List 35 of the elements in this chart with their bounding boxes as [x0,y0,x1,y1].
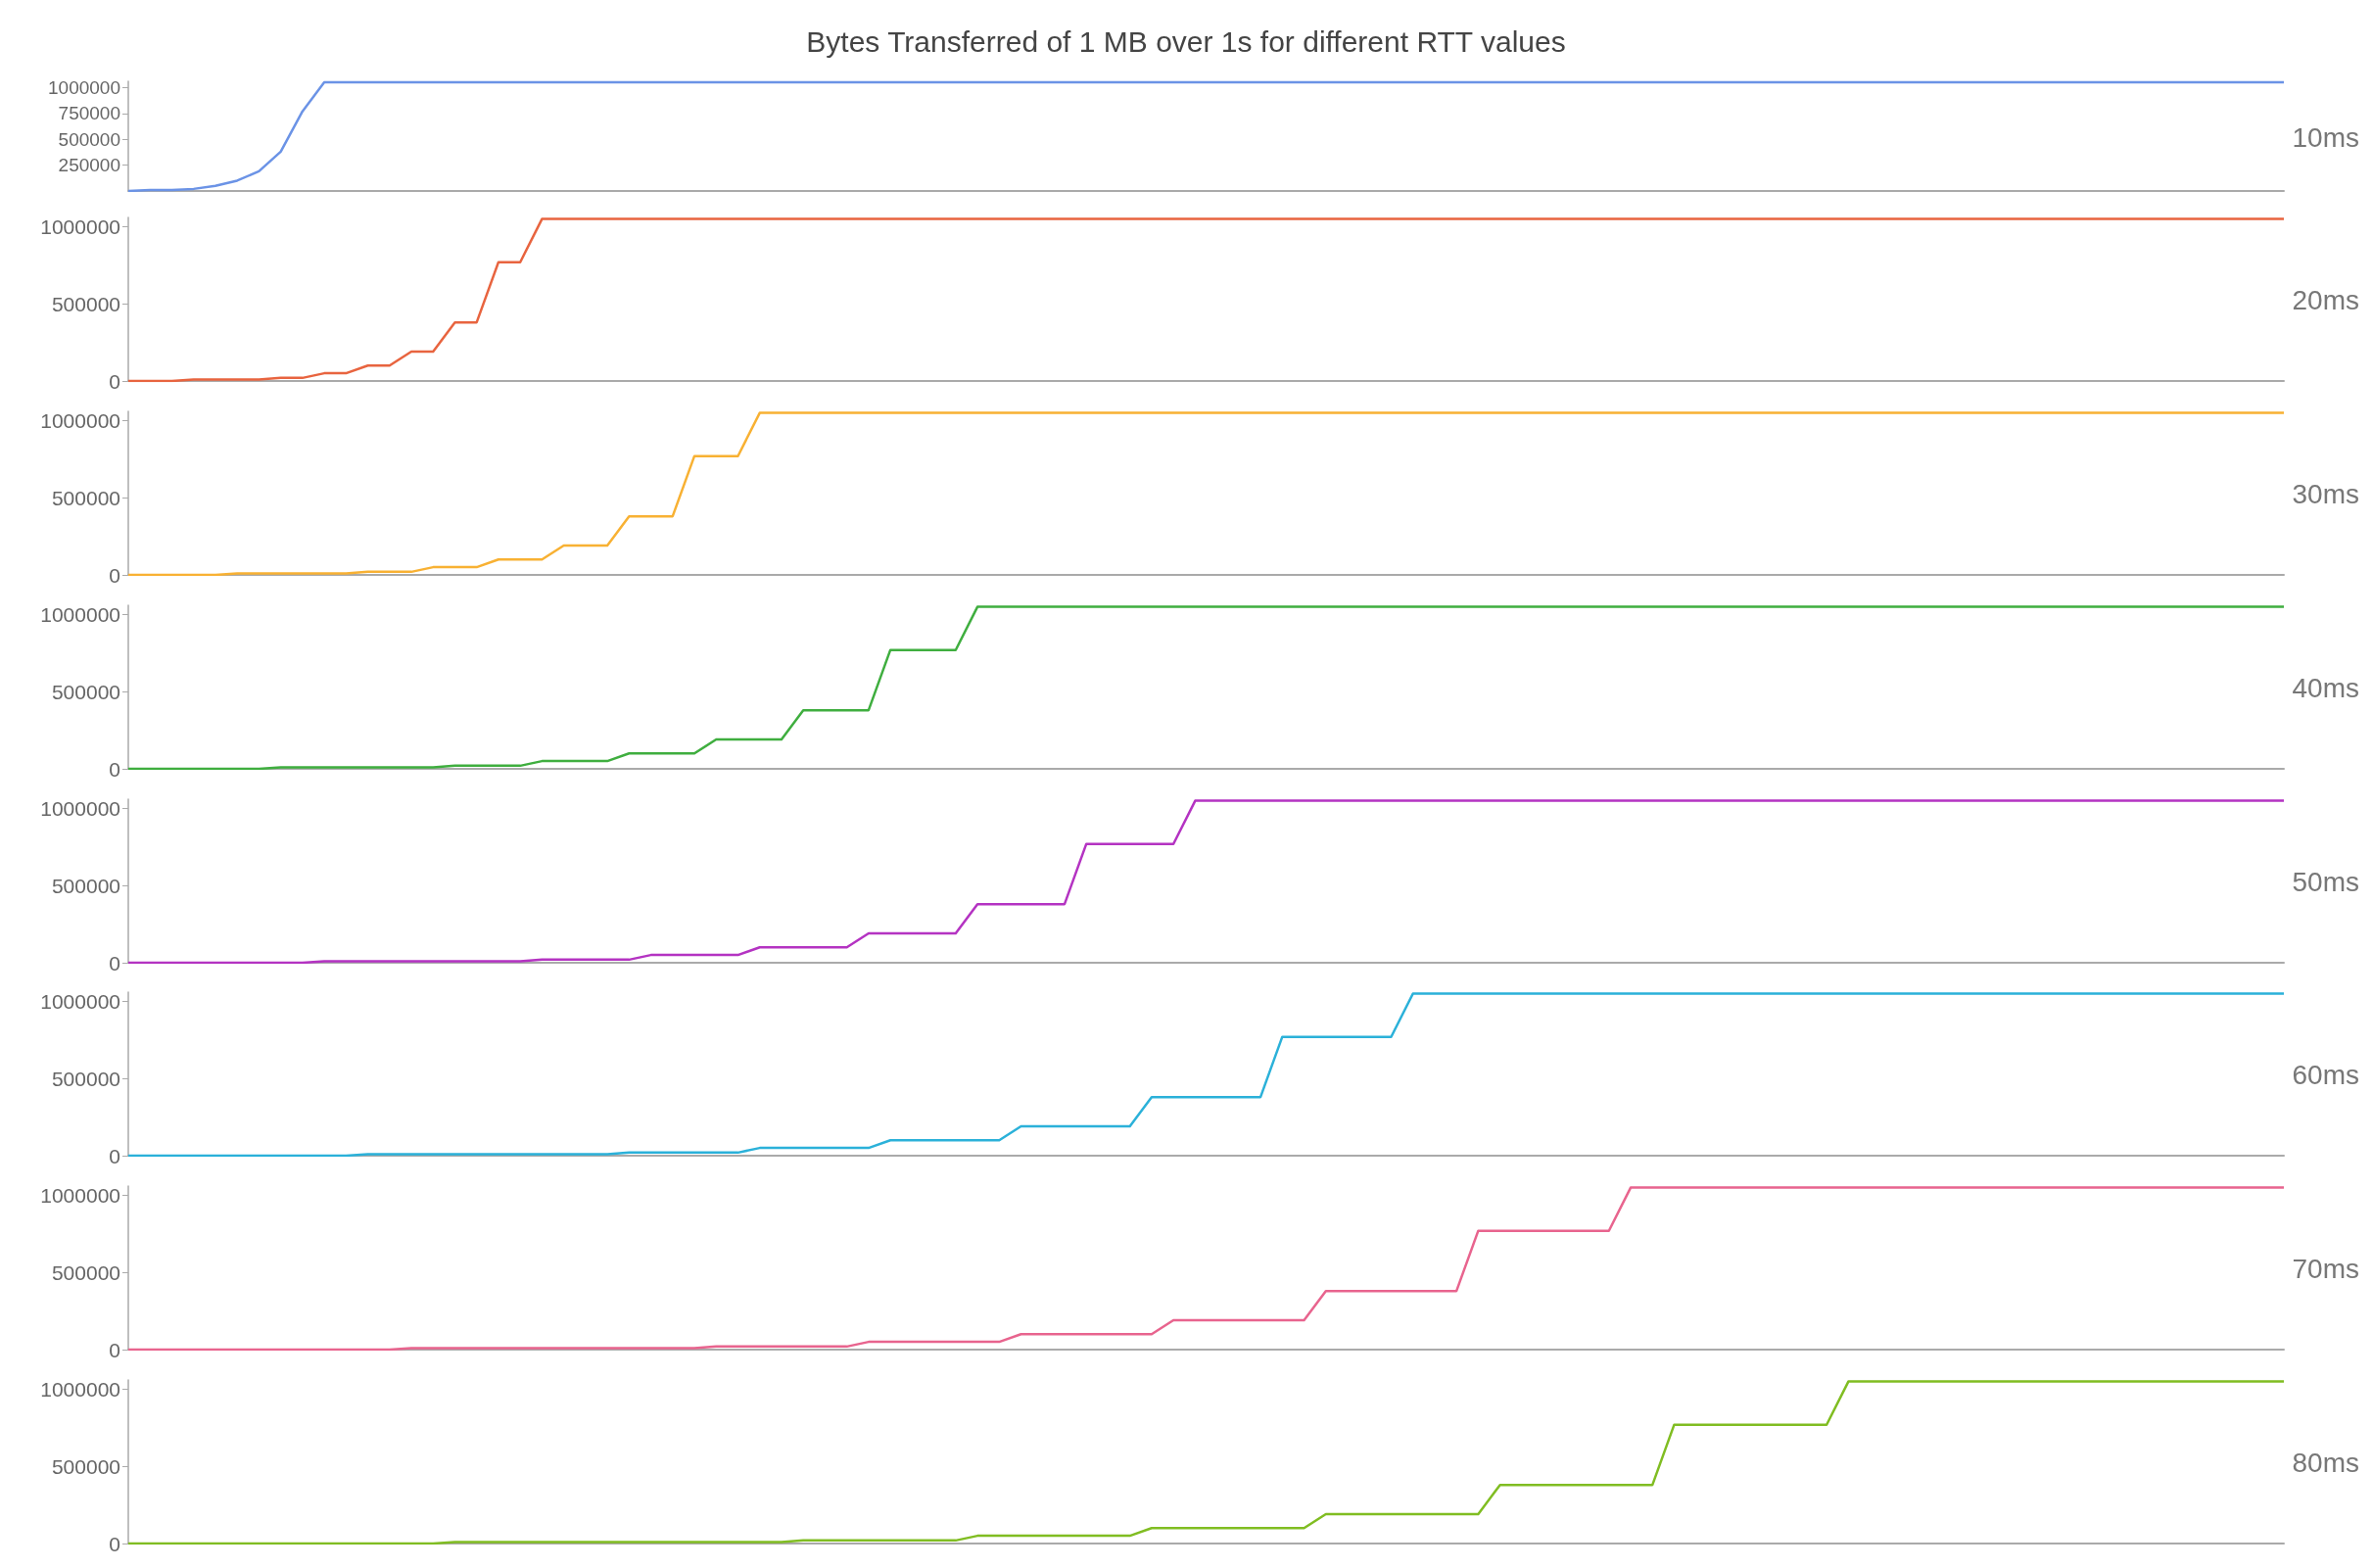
y-tick-label: 1000000 [40,1377,120,1401]
y-tick-label: 1000000 [40,602,120,626]
y-tick-label: 500000 [51,292,120,315]
y-tick-label: 250000 [58,155,120,176]
y-tick-label: 1000000 [40,408,120,432]
y-tick-label: 500000 [51,1067,120,1090]
y-tick-label: 0 [109,1144,120,1167]
text: 30ms [2292,479,2359,509]
y-tick-label: 500000 [51,874,120,897]
y-tick-label: 0 [109,369,120,393]
y-tick-label: 500000 [58,128,120,150]
line-series [126,80,2286,193]
y-tick-label: 0 [109,757,120,781]
y-tick-label: 500000 [51,680,120,703]
text: 80ms [2292,1448,2359,1478]
y-tick-label: 750000 [58,103,120,124]
text: 70ms [2292,1254,2359,1284]
y-tick-label: 500000 [51,486,120,509]
text: 60ms [2292,1060,2359,1090]
y-tick-label: 1000000 [40,1183,120,1207]
y-tick-label: 0 [109,1532,120,1555]
chart-title: Bytes Transferred of 1 MB over 1s for different RTT values [806,24,1566,58]
y-tick-label: 0 [109,1338,120,1361]
y-tick-label: 1000000 [48,76,120,98]
y-tick-label: 1000000 [40,989,120,1013]
series-label: 10ms [2292,121,2359,153]
text: 50ms [2292,867,2359,897]
y-tick-label: 0 [109,563,120,587]
text: 40ms [2292,673,2359,703]
y-tick-label: 1000000 [40,214,120,238]
text: 20ms [2292,285,2359,315]
y-tick-label: 500000 [51,1454,120,1478]
y-tick-label: 500000 [51,1260,120,1284]
y-tick-label: 1000000 [40,796,120,820]
y-tick-label: 0 [109,951,120,974]
